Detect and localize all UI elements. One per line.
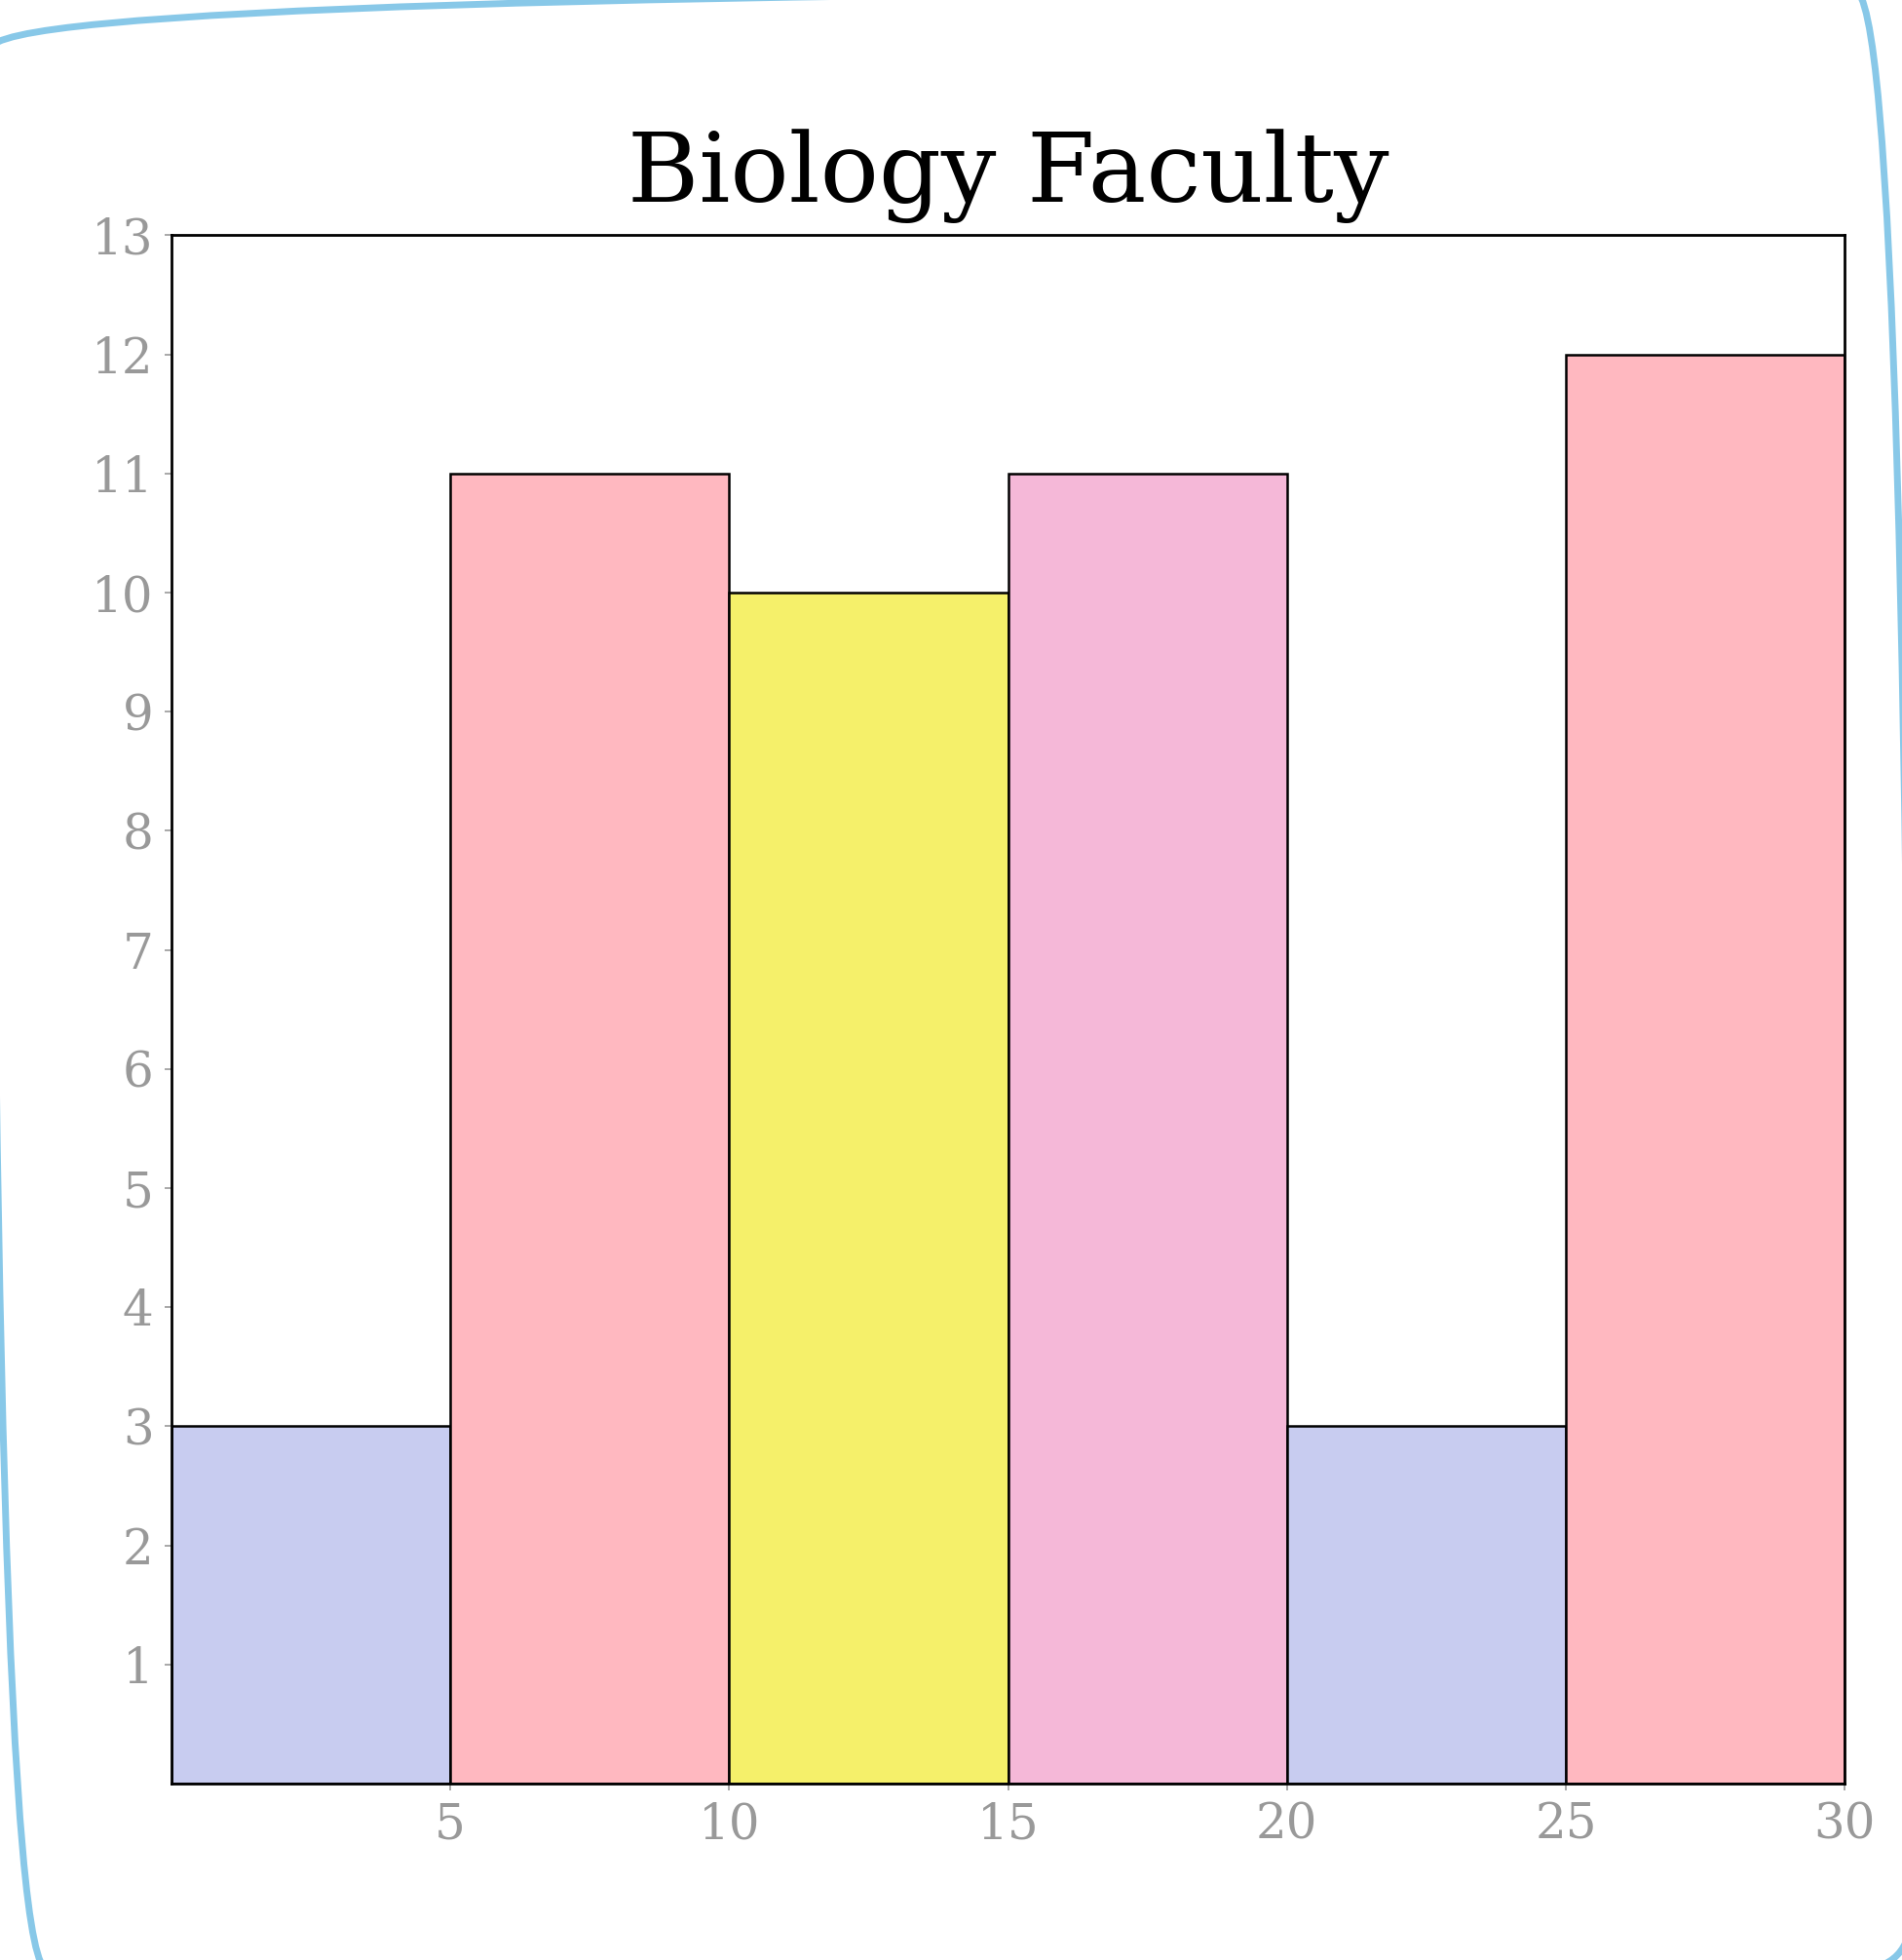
Bar bbox=[1565, 355, 1845, 1784]
Bar bbox=[1288, 1427, 1565, 1784]
Bar bbox=[728, 592, 1008, 1784]
Bar bbox=[171, 1427, 451, 1784]
Bar bbox=[451, 474, 728, 1784]
Title: Biology Faculty: Biology Faculty bbox=[628, 129, 1388, 223]
Bar bbox=[1008, 474, 1288, 1784]
